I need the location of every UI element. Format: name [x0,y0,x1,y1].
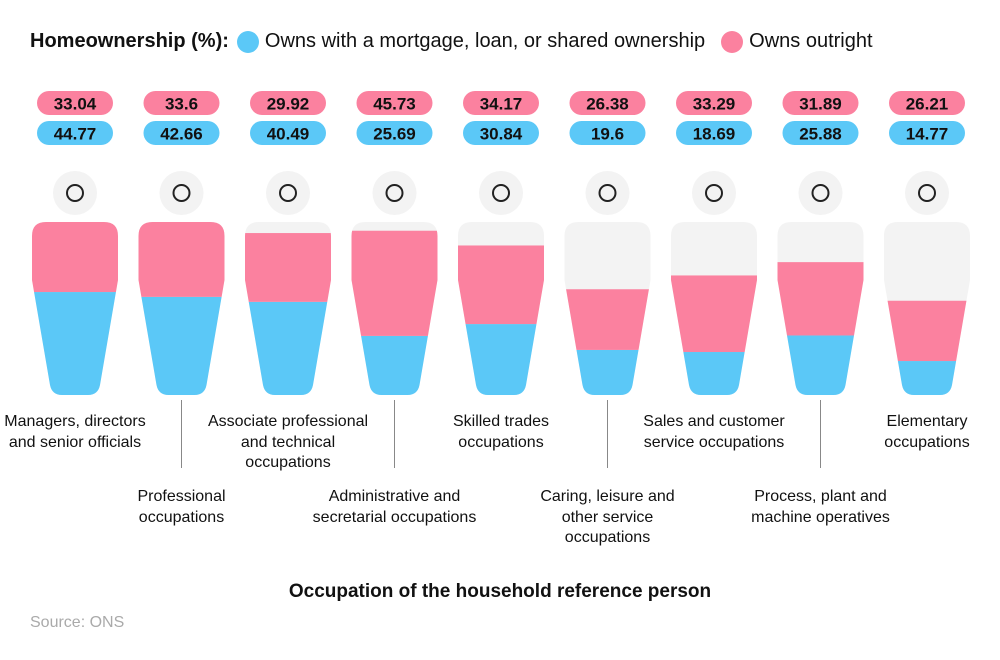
icon [385,184,404,202]
figure-head [159,171,204,215]
value-label: 45.73 [373,95,416,114]
value-pill [676,91,752,115]
bar-segment [351,335,438,395]
bar-segment [884,361,970,395]
figure-head [53,171,97,215]
source: Source: ONS [30,614,125,631]
value-label: 33.6 [165,95,198,114]
value-pill [250,121,326,145]
value-label: 33.04 [54,95,97,114]
value-pill [250,91,326,115]
value-label: 18.69 [693,125,736,144]
value-pill [569,91,646,115]
icon [811,184,830,202]
legend-label: Owns with a mortgage, loan, or shared ow… [264,30,706,52]
value-label: 33.29 [693,95,736,114]
value-pill [889,121,965,145]
icon [598,184,617,202]
figure-head [798,171,843,215]
bar-segment [884,300,970,362]
value-label: 30.84 [480,125,523,144]
figure-head [372,171,417,215]
bar-segment [458,245,544,325]
bar-segment [245,233,331,302]
value-pill [37,121,113,145]
value-label: 31.89 [799,95,842,114]
bar-segment [564,349,651,395]
value-label: 29.92 [267,95,310,114]
value-pill [676,121,752,145]
value-pill [569,121,646,145]
value-pill [782,121,859,145]
bar-segment [32,292,118,395]
icon [918,184,936,202]
icon [172,184,191,202]
category-label: Administrative and secretarial occupatio… [312,488,477,526]
legend-entry: Owns outright [721,30,873,53]
value-pill [143,91,220,115]
value-label: 14.77 [906,125,949,144]
icon [705,184,723,202]
bar-segment [777,262,864,336]
bar-segment [245,301,331,395]
value-pill [463,121,539,145]
x-axis-label: Occupation of the household reference pe… [288,581,712,602]
value-label: 44.77 [54,125,97,144]
legend-entry: Owns with a mortgage, loan, or shared ow… [236,30,706,53]
value-label: 19.6 [591,125,624,144]
category-label: Process, plant and machine operatives [751,488,890,526]
value-label: 40.49 [267,125,310,144]
icon [279,184,297,202]
bar-segment [777,335,864,395]
figure-head [266,171,310,215]
icon [492,184,510,202]
figure-head [585,171,630,215]
category-label: Caring, leisure and other service occupa… [540,488,675,546]
value-label: 34.17 [480,95,523,114]
value-pill [463,91,539,115]
category-label: Associate professional and technical occ… [207,413,369,471]
value-pill [356,91,433,115]
value-label: 25.69 [373,125,416,144]
icon [66,184,84,202]
legend-swatch [721,30,744,53]
category-label: Elementary occupations [884,413,970,451]
legend: Homeownership (%): Owns with a mortgage,… [30,30,889,53]
bar-segment [138,296,225,395]
value-label: 42.66 [160,125,203,144]
category-label: Skilled trades occupations [452,413,550,451]
category-label: Managers, directors and senior officials [4,413,146,451]
bar-segment [671,275,757,353]
value-label: 25.88 [799,125,842,144]
value-pill [889,91,965,115]
value-pill [143,121,220,145]
figure-head [905,171,949,215]
value-pill [356,121,433,145]
category-label: Professional occupations [137,488,226,526]
bar-segment [32,216,118,293]
legend-label: Owns outright [749,30,873,52]
bar-segment [138,219,225,297]
legend-swatch [236,30,259,53]
value-label: 26.21 [906,95,949,114]
bar-segment [564,289,651,350]
legend-title: Homeownership (%): [30,30,229,52]
value-pill [782,91,859,115]
bar-segment [458,324,544,395]
bar-segment [351,230,438,336]
category-label: Sales and customer service occupations [643,413,785,451]
value-label: 26.38 [586,95,629,114]
figure-head [692,171,736,215]
bar-segment [671,352,757,395]
figure-head [479,171,523,215]
value-pill [37,91,113,115]
